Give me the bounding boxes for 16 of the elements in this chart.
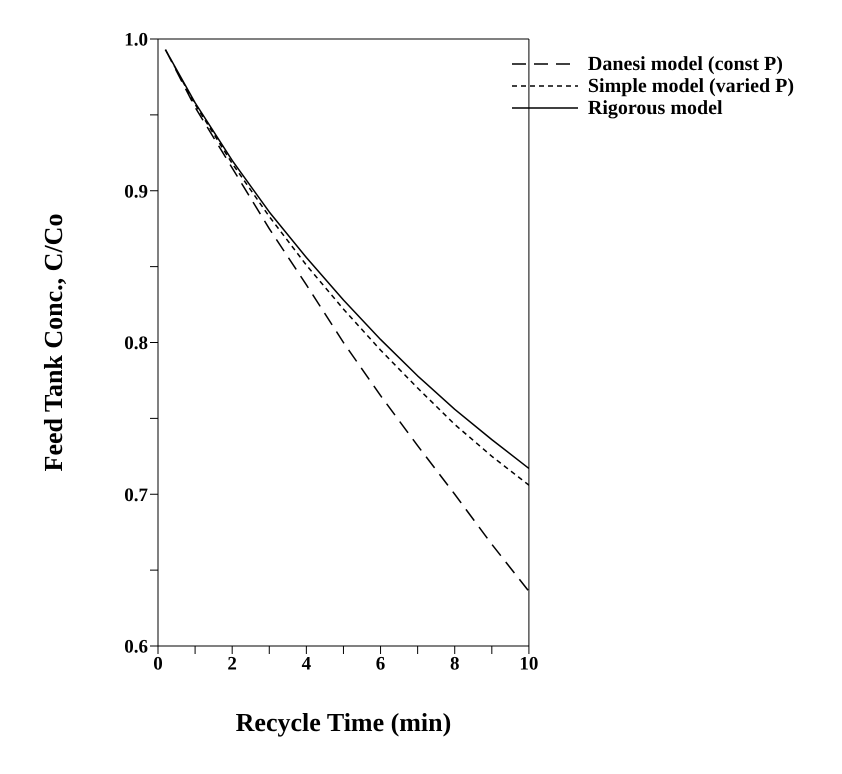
x-tick-label: 4: [302, 653, 312, 674]
legend-label: Simple model (varied P): [588, 75, 794, 97]
x-tick-label: 8: [450, 653, 460, 674]
legend-label: Rigorous model: [588, 97, 723, 119]
x-tick-label: 6: [376, 653, 386, 674]
x-tick-label: 0: [153, 653, 163, 674]
y-tick-label: 0.9: [124, 181, 148, 202]
y-tick-label: 0.6: [124, 636, 148, 658]
x-axis-title: Recycle Time (min): [236, 708, 452, 737]
y-axis-title: Feed Tank Conc., C/Co: [39, 214, 68, 472]
x-tick-label: 10: [519, 653, 538, 674]
x-tick-label: 2: [227, 653, 237, 674]
y-tick-label: 0.8: [124, 333, 148, 354]
y-tick-label: 0.7: [124, 484, 148, 506]
y-tick-label: 1.0: [124, 30, 148, 51]
legend-label: Danesi model (const P): [588, 53, 783, 75]
